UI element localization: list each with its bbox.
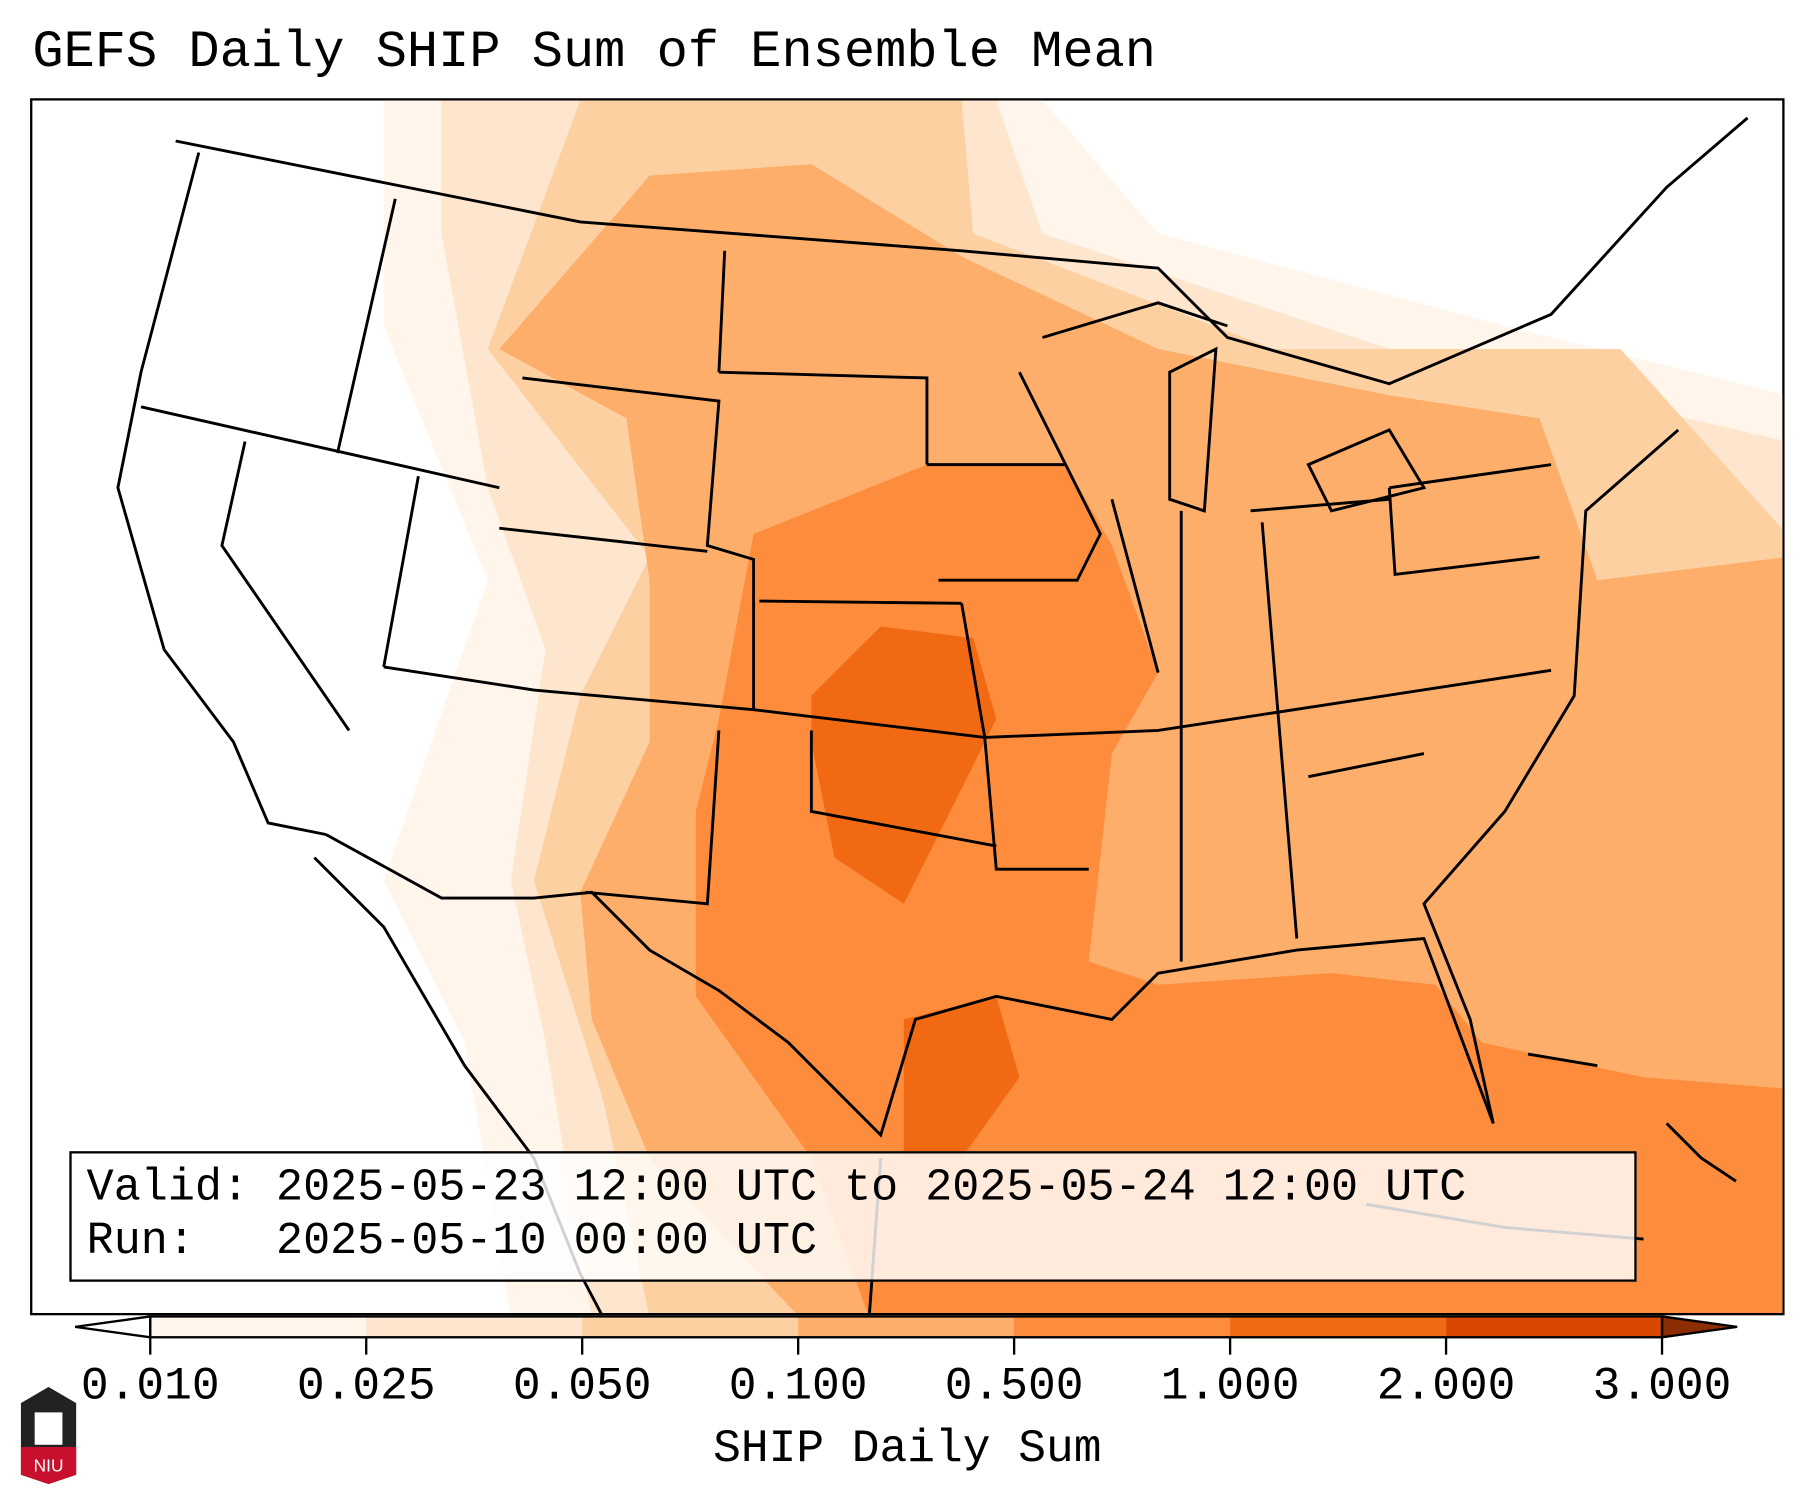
colorbar-tick-label: 1.000 xyxy=(1160,1361,1300,1414)
niu-logo: NIU xyxy=(20,1386,77,1485)
colorbar-extend-max xyxy=(1660,1315,1738,1339)
state-lines xyxy=(140,198,1552,962)
colorbar-extend-min xyxy=(74,1315,152,1339)
colorbar-tick-label: 0.050 xyxy=(512,1361,652,1414)
valid-run-info-box: Valid: 2025-05-23 12:00 UTC to 2025-05-2… xyxy=(69,1151,1637,1282)
ship-shading xyxy=(383,100,1783,1313)
figure-title: GEFS Daily SHIP Sum of Ensemble Mean xyxy=(32,23,1156,83)
colorbar-tick-label: 0.025 xyxy=(296,1361,436,1414)
us-west-coast xyxy=(116,152,327,836)
colorbar-outline xyxy=(149,1315,1664,1339)
run-time: 2025-05-10 00:00 UTC xyxy=(276,1215,818,1267)
colorbar-tick-label: 3.000 xyxy=(1592,1361,1732,1414)
ship-field-map xyxy=(116,100,1783,1313)
colorbar-tick-label: 2.000 xyxy=(1376,1361,1516,1414)
svg-text:NIU: NIU xyxy=(34,1455,64,1475)
us-border-north xyxy=(175,116,1749,386)
caribbean-islands xyxy=(1527,1052,1737,1183)
colorbar-segment xyxy=(366,1316,583,1338)
shade-1.000 xyxy=(811,626,1020,1159)
political-boundaries xyxy=(116,116,1749,1313)
great-lakes xyxy=(1042,301,1427,513)
map-panel: Valid: 2025-05-23 12:00 UTC to 2025-05-2… xyxy=(30,98,1785,1316)
colorbar-tick-label: 0.010 xyxy=(80,1361,220,1414)
colorbar-label: SHIP Daily Sum xyxy=(713,1423,1102,1476)
colorbar-tick-label: 0.500 xyxy=(944,1361,1084,1414)
valid-label: Valid: xyxy=(86,1162,250,1214)
colorbar xyxy=(74,1315,1738,1355)
colorbar-segment xyxy=(1230,1316,1447,1338)
colorbar-tick-label: 0.100 xyxy=(728,1361,868,1414)
colorbar-segment xyxy=(150,1316,367,1338)
colorbar-segment xyxy=(582,1316,799,1338)
valid-time-range: 2025-05-23 12:00 UTC to 2025-05-24 12:00… xyxy=(276,1162,1467,1214)
colorbar-segment xyxy=(798,1316,1015,1338)
us-southern-border xyxy=(325,428,1680,1138)
colorbar-segment xyxy=(1014,1316,1231,1338)
colorbar-segment xyxy=(1446,1316,1663,1338)
run-label: Run: xyxy=(86,1215,195,1267)
